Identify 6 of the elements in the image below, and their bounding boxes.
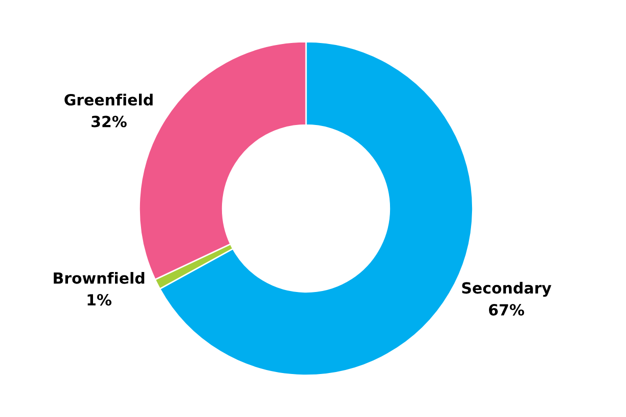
slice-label: Greenfield (64, 94, 153, 106)
data-label: 67% (488, 304, 524, 316)
slice-label: Brownfield (54, 272, 144, 284)
slice-label: Secondary (462, 282, 552, 297)
data-label: 32% (92, 116, 127, 128)
data-label: 1% (88, 294, 112, 306)
